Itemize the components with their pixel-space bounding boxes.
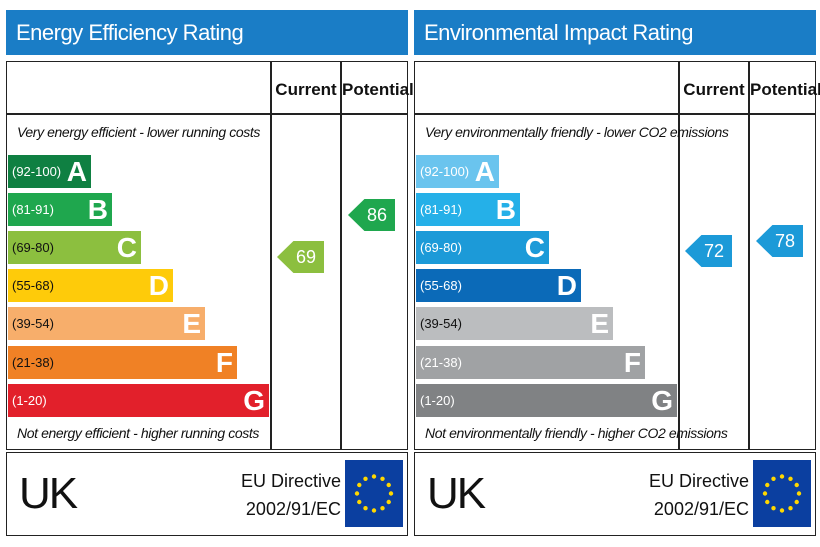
band-range: (69-80) [12,240,54,255]
band-range: (92-100) [420,164,470,179]
band-letter: D [556,270,577,301]
band-d: (55-68) D [416,269,581,302]
band-range: (21-38) [420,355,462,370]
band-letter: A [474,156,495,187]
country-label: UK [19,469,78,518]
footer: UK EU Directive 2002/91/EC [414,452,816,536]
current-column-header: Current [683,80,745,99]
divider [748,62,750,449]
current-column-header: Current [275,80,337,99]
directive-line: EU Directive [240,471,341,491]
band-range: (81-91) [420,202,462,217]
environmental-impact-panel: Environmental Impact Rating Current Pote… [414,0,820,540]
current-rating-arrow: 69 [277,241,324,273]
band-range: (39-54) [12,316,54,331]
band-letter: B [495,194,516,225]
band-a: (92-100) A [8,155,91,188]
divider [340,62,342,449]
band-letter: F [215,347,233,378]
band-range: (81-91) [12,202,54,217]
band-c: (69-80) C [416,231,549,264]
band-letter: G [243,385,265,416]
band-letter: E [182,308,201,339]
divider [678,62,680,449]
potential-rating-arrow: 78 [756,225,803,257]
eu-flag-icon [753,460,811,527]
bottom-caption: Not energy efficient - higher running co… [17,425,259,441]
potential-rating-arrow: 86 [348,199,395,231]
band-d: (55-68) D [8,269,173,302]
current-rating-arrow: 72 [685,235,732,267]
band-range: (21-38) [12,355,54,370]
divider [270,62,272,449]
divider [7,113,407,115]
rating-table: Current Potential Very environmentally f… [414,61,820,450]
band-letter: C [116,232,137,263]
band-range: (69-80) [420,240,462,255]
band-range: (92-100) [12,164,62,179]
directive-number: 2002/91/EC [653,499,749,519]
bottom-caption: Not environmentally friendly - higher CO… [425,425,728,441]
directive-number: 2002/91/EC [245,499,341,519]
band-letter: D [148,270,169,301]
potential-column-header: Potential [342,80,414,99]
eu-flag-icon [345,460,403,527]
band-letter: F [623,347,641,378]
band-f: (21-38) F [416,346,645,379]
country-label: UK [427,469,486,518]
energy-efficiency-panel: Energy Efficiency Rating Current Potenti… [6,0,414,540]
chart-title: Environmental Impact Rating [414,10,816,55]
chart-title: Energy Efficiency Rating [6,10,408,55]
footer: UK EU Directive 2002/91/EC [6,452,408,536]
band-b: (81-91) B [8,193,112,226]
band-range: (55-68) [12,278,54,293]
potential-column-header: Potential [750,80,820,99]
band-e: (39-54) E [416,307,613,340]
band-letter: B [87,194,108,225]
band-letter: G [651,385,673,416]
band-letter: C [524,232,545,263]
band-e: (39-54) E [8,307,205,340]
top-caption: Very environmentally friendly - lower CO… [425,124,729,140]
rating-table: Current Potential Very energy efficient … [6,61,414,450]
band-range: (39-54) [420,316,462,331]
band-range: (1-20) [12,393,47,408]
band-g: (1-20) G [8,384,269,417]
band-range: (55-68) [420,278,462,293]
band-b: (81-91) B [416,193,520,226]
top-caption: Very energy efficient - lower running co… [17,124,260,140]
band-letter: A [66,156,87,187]
band-f: (21-38) F [8,346,237,379]
band-letter: E [590,308,609,339]
eu-directive: EU Directive 2002/91/EC [649,467,749,523]
band-range: (1-20) [420,393,455,408]
eu-directive: EU Directive 2002/91/EC [241,467,341,523]
divider [415,113,815,115]
band-g: (1-20) G [416,384,677,417]
directive-line: EU Directive [648,471,749,491]
band-a: (92-100) A [416,155,499,188]
band-c: (69-80) C [8,231,141,264]
